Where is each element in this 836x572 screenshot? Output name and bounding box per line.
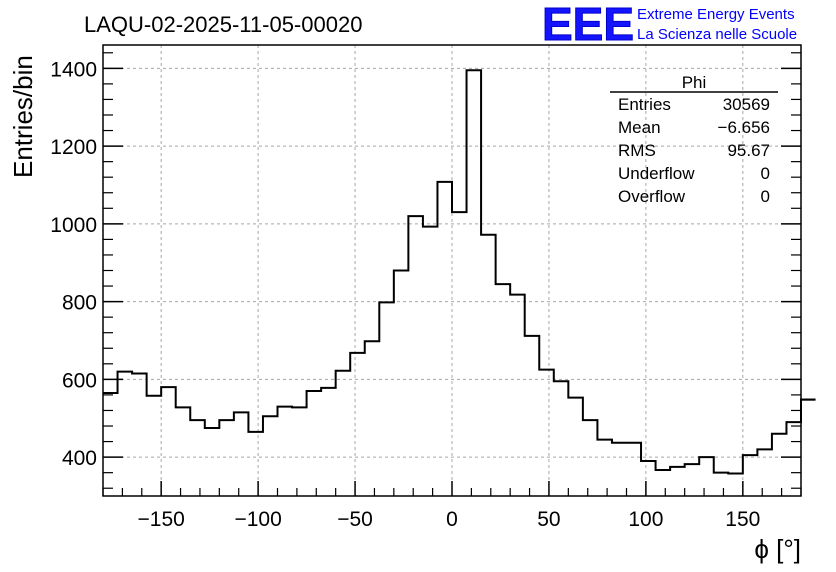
- histogram-line: [103, 69, 816, 475]
- logo-line1: Extreme Energy Events: [637, 6, 795, 23]
- stats-label: Overflow: [618, 187, 686, 206]
- stats-label: Underflow: [618, 164, 695, 183]
- stats-value: 0: [761, 187, 770, 206]
- y-axis-title: Entries/bin: [8, 55, 38, 178]
- stats-box: Phi Entries 30569 Mean −6.656 RMS 95.67 Underf…: [610, 73, 778, 206]
- x-tick-label: 150: [725, 508, 760, 531]
- stats-rows: Entries 30569 Mean −6.656 RMS 95.67 Underflow 0…: [618, 95, 770, 206]
- stats-label: Entries: [618, 95, 671, 114]
- logo-line2: La Scienza nelle Scuole: [637, 26, 797, 43]
- x-tick-label: −150: [138, 508, 185, 531]
- x-axis-title: ϕ [°]: [754, 534, 801, 564]
- stats-label: Mean: [618, 118, 661, 137]
- stats-label: RMS: [618, 141, 656, 160]
- y-tick-labels: 400 600 800 1000 1200 1400: [50, 58, 97, 470]
- stats-title: Phi: [682, 73, 707, 92]
- grid-lines: [103, 45, 801, 496]
- y-tick-label: 1000: [50, 214, 97, 237]
- y-tick-label: 400: [62, 447, 97, 470]
- x-tick-labels: −150 −100 −50 0 50 100 150: [138, 508, 761, 531]
- stats-value: −6.656: [718, 118, 770, 137]
- x-tick-label: −100: [234, 508, 281, 531]
- chart-title: LAQU-02-2025-11-05-00020: [84, 12, 362, 37]
- x-tick-label: 0: [446, 508, 458, 531]
- x-tick-label: −50: [337, 508, 373, 531]
- plot-frame: [102, 44, 802, 497]
- x-tick-label: 50: [537, 508, 560, 531]
- stats-value: 0: [761, 164, 770, 183]
- y-tick-label: 1200: [50, 136, 97, 159]
- stats-value: 30569: [723, 95, 770, 114]
- y-tick-label: 800: [62, 292, 97, 315]
- eee-logo: EEE Extreme Energy Events La Scienza nel…: [542, 0, 798, 51]
- stats-value: 95.67: [727, 141, 770, 160]
- y-tick-label: 600: [62, 369, 97, 392]
- x-tick-label: 100: [628, 508, 663, 531]
- logo-mark: EEE: [542, 0, 634, 50]
- histogram-series: [103, 69, 816, 475]
- y-tick-label: 1400: [50, 58, 97, 81]
